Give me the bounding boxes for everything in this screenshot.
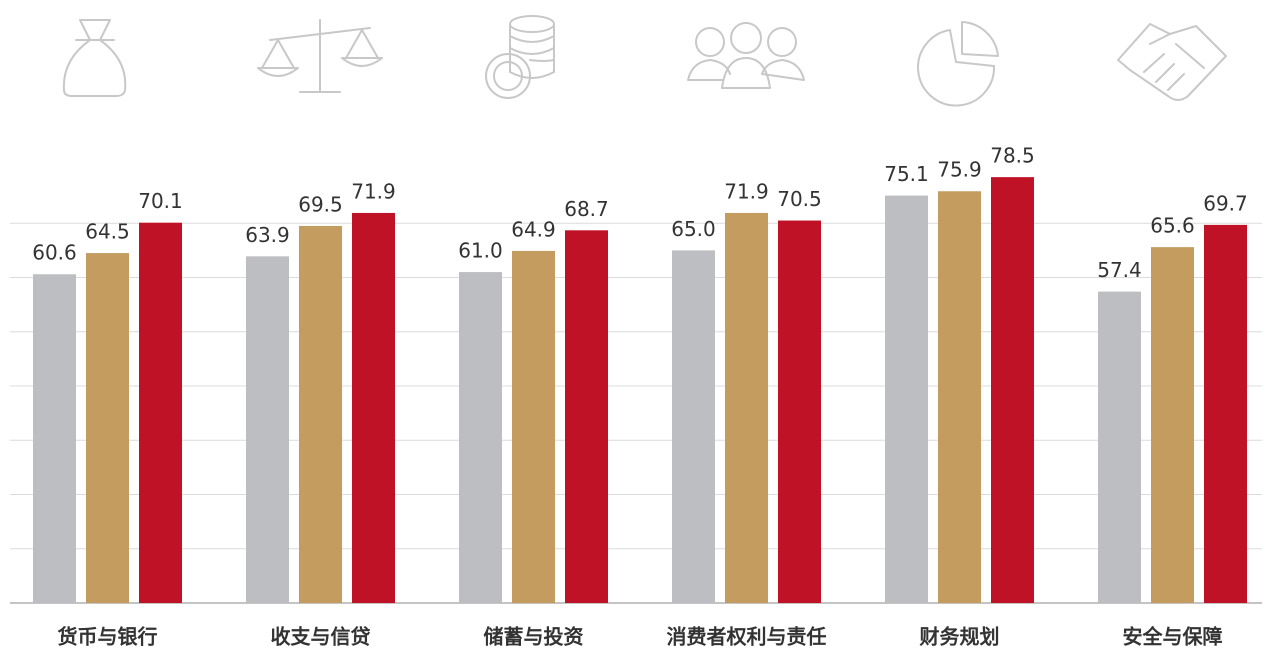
bar <box>885 195 928 603</box>
value-label: 65.0 <box>671 217 716 241</box>
bar <box>246 256 289 603</box>
bar <box>938 191 981 603</box>
bar <box>725 212 768 603</box>
value-label: 63.9 <box>245 223 290 247</box>
value-label: 70.5 <box>777 187 822 211</box>
x-tick-label: 储蓄与投资 <box>484 625 584 649</box>
value-label: 64.5 <box>85 220 130 244</box>
value-label: 65.6 <box>1150 214 1195 238</box>
bar <box>778 220 821 603</box>
x-tick-label: 财务规划 <box>920 625 1000 649</box>
bar <box>1151 247 1194 603</box>
bar <box>459 272 502 603</box>
bar <box>1098 291 1141 603</box>
bar <box>352 212 395 603</box>
bar <box>991 177 1034 603</box>
value-label: 75.1 <box>884 162 929 186</box>
coins-icon <box>485 15 555 99</box>
icons <box>62 15 1227 107</box>
bar <box>139 222 182 603</box>
value-label: 75.9 <box>937 158 982 182</box>
money-bag-icon <box>62 19 127 97</box>
bar <box>1204 224 1247 603</box>
x-tick-label: 安全与保障 <box>1123 625 1223 649</box>
value-label: 69.7 <box>1203 191 1248 215</box>
x-tick-label: 收支与信贷 <box>271 625 371 649</box>
pie-icon <box>917 21 999 107</box>
bar <box>299 225 342 603</box>
value-label: 71.9 <box>724 179 769 203</box>
value-label: 60.6 <box>32 241 77 265</box>
scale-icon <box>257 19 383 93</box>
bar <box>672 250 715 603</box>
value-label: 61.0 <box>458 239 503 263</box>
value-label: 69.5 <box>298 192 343 216</box>
x-tick-label: 货币与银行 <box>58 625 158 649</box>
value-label: 68.7 <box>564 197 609 221</box>
people-icon <box>687 22 805 89</box>
value-label: 71.9 <box>351 179 396 203</box>
bar <box>86 253 129 603</box>
x-tick-label: 消费者权利与责任 <box>667 625 827 649</box>
value-label: 57.4 <box>1097 258 1142 282</box>
handshake-icon <box>1117 23 1227 101</box>
value-label: 70.1 <box>138 189 183 213</box>
bar <box>512 250 555 604</box>
bar <box>565 230 608 604</box>
value-label: 64.9 <box>511 217 556 241</box>
bar <box>33 274 76 603</box>
value-label: 78.5 <box>990 144 1035 168</box>
